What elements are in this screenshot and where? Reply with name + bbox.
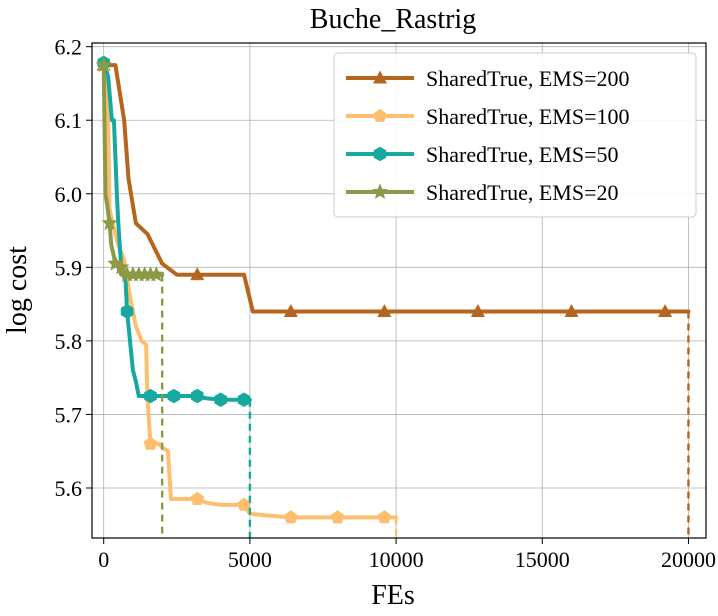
series-4-point <box>101 214 118 231</box>
y-tick-label: 6.0 <box>55 182 83 207</box>
legend: SharedTrue, EMS=200 SharedTrue, EMS=100 Sh… <box>333 52 697 218</box>
series-2-point <box>377 510 392 524</box>
series-4 <box>95 56 165 538</box>
series-1-point <box>564 303 579 317</box>
y-tick-label: 5.8 <box>55 329 83 354</box>
x-axis-label: FEs <box>371 580 415 611</box>
x-tick-label: 0 <box>98 547 109 572</box>
series-3-point <box>167 388 181 404</box>
series-3-line <box>101 60 252 402</box>
x-tick-label: 20000 <box>661 547 716 572</box>
ticks: 0 5000 10000 15000 20000 5.6 5.7 5.8 5.9 6.0 6.1 6.… <box>55 35 716 572</box>
x-tick-label: 15000 <box>515 547 570 572</box>
x-tick-label: 5000 <box>228 547 272 572</box>
series-3-point <box>190 388 204 404</box>
y-axis-label: log cost <box>2 246 33 334</box>
chart-title: Buche_Rastrig <box>310 4 476 35</box>
legend-label-4: SharedTrue, EMS=20 <box>426 180 619 205</box>
y-tick-label: 6.2 <box>55 35 83 60</box>
y-tick-label: 6.1 <box>55 108 83 133</box>
legend-marker-3 <box>373 146 387 162</box>
series-2-point <box>143 436 158 450</box>
legend-label-3: SharedTrue, EMS=50 <box>426 142 619 167</box>
legend-marker-4 <box>371 183 389 199</box>
series-3-point <box>237 392 251 408</box>
series-1-line <box>101 63 691 314</box>
y-tick-label: 5.9 <box>55 255 83 280</box>
y-tick-label: 5.6 <box>55 476 83 501</box>
series-2-point <box>190 491 205 505</box>
series-layer <box>95 55 691 538</box>
series-1-point <box>470 303 486 317</box>
series-1-point <box>190 267 205 281</box>
series-2-point <box>330 510 345 524</box>
x-tick-label: 10000 <box>369 547 424 572</box>
series-3-point <box>214 392 227 408</box>
series-4-point <box>95 56 112 73</box>
series-4-point <box>113 258 130 275</box>
series-3-point <box>144 388 157 404</box>
legend-label-2: SharedTrue, EMS=100 <box>426 104 630 129</box>
legend-marker-1 <box>372 70 388 84</box>
series-1-point <box>657 303 673 317</box>
legend-label-1: SharedTrue, EMS=200 <box>426 66 630 91</box>
series-3-point <box>120 304 134 319</box>
series-3 <box>97 55 252 538</box>
series-1-point <box>377 303 392 317</box>
series-1-point <box>283 303 298 317</box>
series-4-point <box>148 266 165 282</box>
y-tick-label: 5.7 <box>55 402 83 427</box>
series-2-point <box>283 510 298 524</box>
legend-frame <box>333 52 697 218</box>
legend-marker-2 <box>373 108 387 122</box>
plot-frame <box>91 42 707 539</box>
